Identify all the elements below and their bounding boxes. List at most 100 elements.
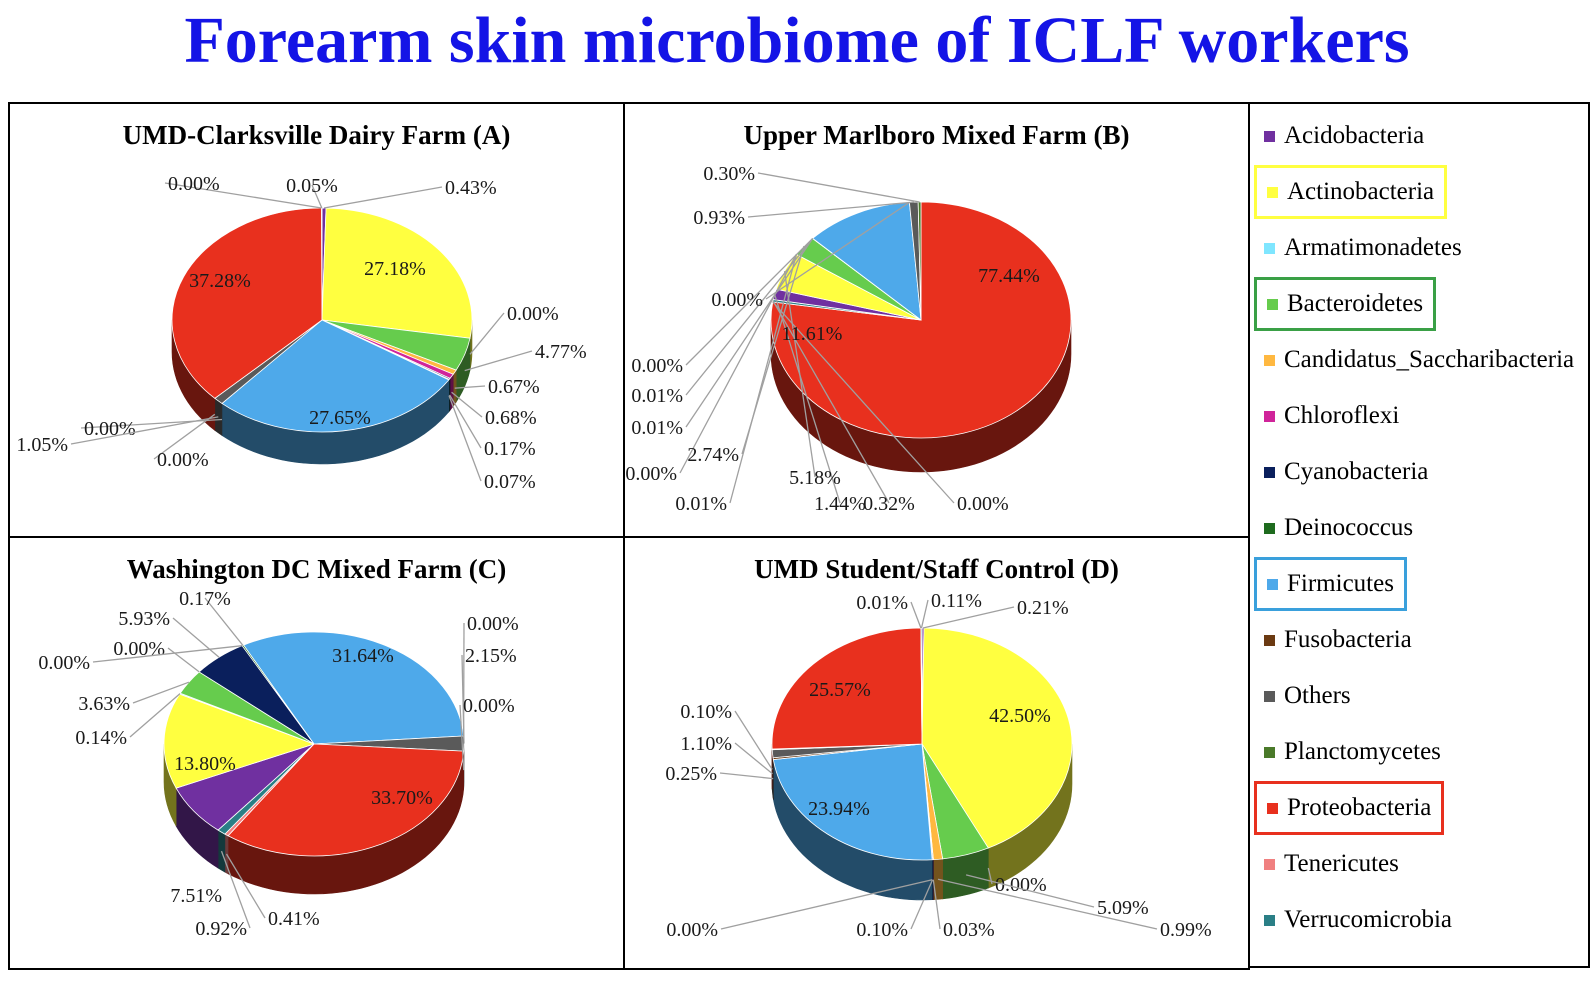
leader-line-planctomycetes: [734, 710, 773, 770]
data-label-deinococcus: 0.00%: [631, 355, 683, 377]
data-label-candidatus-saccharibacteria: 0.99%: [1160, 919, 1212, 941]
leader-line-deinococcus: [720, 879, 933, 930]
pie-slice-firmicutes: [221, 319, 450, 433]
pie-top-group: [171, 207, 473, 433]
legend-label: Deinococcus: [1284, 514, 1414, 541]
data-label-acidobacteria: 0.21%: [1017, 597, 1069, 619]
legend-item-fusobacteria: Fusobacteria: [1254, 613, 1412, 667]
leader-line-acidobacteria: [773, 294, 841, 504]
leader-line-others: [461, 654, 465, 744]
leader-line-cyanobacteria: [685, 237, 814, 396]
leader-line-cyanobacteria: [910, 879, 934, 930]
leader-line-others: [70, 416, 219, 445]
data-label-actinobacteria: 42.50%: [989, 705, 1051, 727]
leader-line-armatimonadetes: [129, 693, 181, 738]
data-label-candidatus-saccharibacteria: 0.00%: [625, 463, 677, 485]
legend-label: Candidatus_Saccharibacteria: [1284, 346, 1575, 373]
data-label-armatimonadetes: 0.14%: [75, 727, 127, 749]
legend-label: Acidobacteria: [1284, 122, 1425, 149]
data-label-armatimonadetes: 0.00%: [507, 303, 559, 325]
data-label-firmicutes: 23.94%: [808, 798, 870, 820]
pie-chart-b: 77.44% 0.00% 0.32%1.44% 5.18% 0.01% 0.00% 2.74…: [625, 163, 1072, 515]
legend-label: Verrucomicrobia: [1284, 906, 1452, 933]
legend-label: Bacteroidetes: [1287, 290, 1424, 317]
data-label-fusobacteria: 0.00%: [711, 289, 763, 311]
legend-item-others: Others: [1254, 669, 1351, 723]
legend-swatch: [1264, 858, 1275, 870]
pie-slice-firmicutes: [772, 743, 933, 861]
pie-slice-actinobacteria: [321, 207, 473, 339]
legend-label: Proteobacteria: [1287, 794, 1432, 821]
leader-line-verrucomicrobia: [920, 599, 929, 629]
data-label-candidatus-saccharibacteria: 0.67%: [488, 376, 540, 398]
data-label-chloroflexi: 0.01%: [631, 417, 683, 439]
legend-swatch: [1264, 690, 1275, 702]
legend-label: Armatimonadetes: [1284, 234, 1462, 261]
pie-slice-actinobacteria: [921, 627, 1073, 849]
pie-slice-actinobacteria: [163, 693, 316, 789]
data-label-actinobacteria: 5.18%: [789, 467, 841, 489]
data-label-tenericutes: 0.01%: [856, 592, 908, 614]
leader-line-tenericutes: [225, 853, 266, 919]
data-label-chloroflexi: 0.03%: [943, 919, 995, 941]
legend-label: Cyanobacteria: [1284, 458, 1429, 485]
legend-swatch: [1267, 186, 1278, 198]
data-label-cyanobacteria: 5.93%: [118, 608, 170, 630]
legend-swatch: [1264, 130, 1275, 142]
main-title: Forearm skin microbiome of ICLF workers: [184, 4, 1410, 77]
data-label-candidatus-saccharibacteria: 0.00%: [113, 638, 165, 660]
leader-line-chloroflexi: [685, 238, 814, 428]
data-label-acidobacteria: 0.43%: [445, 177, 497, 199]
data-label-planctomycetes: 0.10%: [680, 701, 732, 723]
leader-line-planctomycetes: [459, 704, 465, 771]
data-label-acidobacteria: 1.44%: [814, 493, 866, 515]
data-label-others: 1.10%: [680, 733, 732, 755]
pie-panel-b: Upper Marlboro Mixed Farm (B) 77.44% 0.00…: [623, 102, 1250, 538]
panel-title-c: Washington DC Mixed Farm (C): [126, 554, 507, 584]
pie-slice-firmicutes: [242, 631, 465, 745]
panel-title-b: Upper Marlboro Mixed Farm (B): [743, 120, 1130, 150]
data-label-tenericutes: 0.00%: [168, 173, 220, 195]
data-label-proteobacteria: 25.57%: [809, 679, 871, 701]
legend-swatch: [1267, 578, 1278, 590]
legend-swatch: [1264, 242, 1275, 254]
data-label-acidobacteria: 7.51%: [170, 885, 222, 907]
legend-item-verrucomicrobia: Verrucomicrobia: [1254, 893, 1452, 947]
legend-item-deinococcus: Deinococcus: [1254, 501, 1413, 555]
legend-item-bacteroidetes: Bacteroidetes: [1254, 277, 1437, 331]
data-label-actinobacteria: 13.80%: [174, 753, 236, 775]
leader-line-armatimonadetes: [729, 254, 798, 504]
data-label-actinobacteria: 27.18%: [364, 258, 426, 280]
leader-line-fusobacteria: [719, 772, 774, 780]
leader-line-planctomycetes: [153, 413, 216, 460]
leader-line-tenericutes: [164, 182, 322, 209]
legend-swatch: [1264, 466, 1275, 478]
leader-line-tenericutes: [772, 301, 955, 504]
leader-line-chloroflexi: [92, 645, 243, 663]
leader-line-tenericutes: [910, 601, 922, 629]
leader-line-acidobacteria: [323, 186, 443, 209]
leader-line-bacteroidetes: [464, 350, 533, 372]
data-label-fusobacteria: 0.25%: [665, 763, 717, 785]
data-label-firmicutes: 31.64%: [332, 645, 394, 667]
data-label-firmicutes: 27.65%: [309, 407, 371, 429]
leader-line-verrucomicrobia: [311, 184, 323, 209]
legend-label: Planctomycetes: [1284, 738, 1441, 765]
leader-line-deinococcus: [204, 597, 244, 646]
data-label-others: 0.93%: [693, 207, 745, 229]
panel-title-d: UMD Student/Staff Control (D): [754, 554, 1119, 584]
leader-line-verrucomicrobia: [220, 850, 251, 929]
leader-line-candidatus-saccharibacteria: [167, 647, 200, 673]
data-label-verrucomicrobia: 0.05%: [286, 175, 338, 197]
data-label-deinococcus: 0.17%: [179, 588, 231, 610]
pie-top-group: [770, 201, 1072, 439]
legend-label: Chloroflexi: [1284, 402, 1400, 429]
pie-top-group: [163, 631, 465, 857]
pie-slice-proteobacteria: [227, 743, 465, 857]
legend-item-tenericutes: Tenericutes: [1254, 837, 1399, 891]
data-label-chloroflexi: 0.00%: [38, 652, 90, 674]
data-label-bacteroidetes: 3.63%: [78, 693, 130, 715]
pie-label-group: 0.43% 27.18% 0.00% 4.77% 0.67% 0.68% 0.17% 0.07…: [16, 173, 586, 493]
pie-panel-a: UMD-Clarksville Dairy Farm (A) 0.43% 27.1…: [8, 102, 625, 538]
leader-line-planctomycetes: [757, 172, 920, 203]
